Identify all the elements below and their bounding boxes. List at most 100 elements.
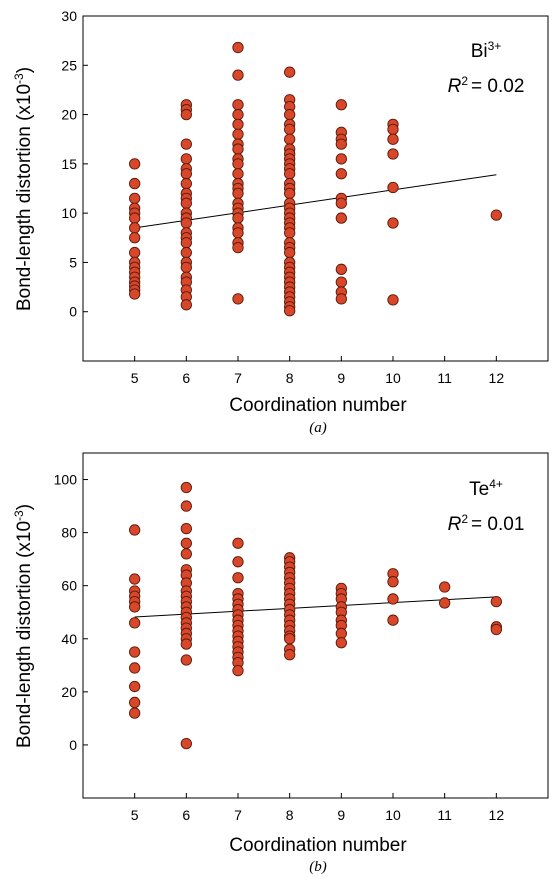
- data-point: [232, 158, 244, 170]
- data-point: [490, 209, 502, 221]
- data-point: [284, 649, 296, 661]
- y-tick-label: 10: [61, 205, 77, 221]
- data-point: [180, 522, 192, 535]
- data-point: [232, 537, 244, 549]
- data-point: [284, 227, 296, 239]
- data-points: [129, 481, 502, 750]
- data-point: [387, 614, 399, 626]
- panel-label: (a): [309, 420, 327, 436]
- data-point: [387, 217, 399, 229]
- data-point: [180, 108, 192, 121]
- data-point: [129, 680, 141, 693]
- data-point: [232, 143, 244, 155]
- x-tick-label: 9: [337, 807, 345, 823]
- y-tick-label: 20: [61, 107, 77, 123]
- data-point: [129, 646, 141, 658]
- trend-line: [134, 596, 497, 618]
- data-point: [284, 66, 296, 78]
- x-tick-label: 8: [286, 807, 294, 823]
- data-point: [232, 293, 244, 305]
- y-tick-label: 100: [54, 472, 78, 488]
- data-point: [232, 572, 244, 584]
- x-tick-label: 6: [182, 807, 190, 823]
- data-point: [335, 168, 347, 180]
- r-squared-label: R2 = 0.01: [448, 512, 525, 535]
- data-point: [387, 576, 399, 588]
- data-point: [129, 158, 141, 170]
- data-point: [129, 707, 141, 719]
- data-point: [387, 148, 399, 160]
- data-point: [180, 138, 192, 150]
- data-point: [284, 168, 296, 180]
- data-point: [129, 524, 141, 536]
- data-point: [129, 662, 141, 674]
- y-axis-title: Bond-length distortion (x10-3): [12, 67, 35, 311]
- y-tick-label: 0: [69, 304, 77, 320]
- data-point: [335, 263, 347, 275]
- data-point: [335, 197, 347, 209]
- data-point: [180, 168, 192, 180]
- x-axis-title: Coordination number: [229, 395, 407, 416]
- data-point: [180, 481, 192, 494]
- panel-b-chart: 0 20 40 60 80 100 5 6 7 8 9 10 11 12 Te4+ R2 = 0.01 C…: [12, 452, 549, 875]
- data-point: [439, 581, 451, 593]
- data-point: [232, 556, 244, 568]
- data-point: [129, 177, 141, 190]
- y-tick-label: 5: [69, 254, 77, 270]
- data-point: [232, 168, 244, 180]
- panel-a-chart: 0 5 10 15 20 25 30 5 6 7 8 9 10 11 12 Bi3+ R2 = 0.02 C…: [12, 8, 549, 436]
- data-point: [490, 595, 502, 608]
- y-axis-ticks: 0 5 10 15 20 25 30: [61, 8, 88, 320]
- ion-label: Te4+: [469, 477, 503, 500]
- data-point: [129, 232, 141, 244]
- data-point: [232, 118, 244, 131]
- y-axis-title: Bond-length distortion (x10-3): [12, 504, 35, 748]
- data-point: [232, 241, 244, 254]
- data-point: [232, 69, 244, 81]
- data-point: [335, 293, 347, 305]
- data-point: [180, 237, 192, 249]
- data-point: [180, 299, 192, 311]
- data-point: [387, 294, 399, 306]
- y-tick-label: 15: [61, 156, 77, 172]
- y-tick-label: 20: [61, 684, 77, 700]
- y-tick-label: 40: [61, 631, 77, 647]
- x-tick-label: 11: [437, 370, 452, 386]
- data-point: [129, 246, 141, 259]
- y-tick-label: 25: [61, 57, 77, 73]
- data-point: [232, 108, 244, 121]
- data-point: [232, 128, 244, 140]
- data-point: [129, 222, 141, 234]
- data-point: [180, 217, 192, 229]
- x-tick-label: 10: [385, 807, 401, 823]
- data-point: [387, 181, 399, 194]
- x-tick-label: 8: [286, 370, 294, 386]
- data-point: [284, 187, 296, 200]
- data-point: [335, 153, 347, 165]
- data-point: [387, 133, 399, 145]
- data-point: [284, 123, 296, 136]
- x-tick-label: 11: [437, 807, 452, 823]
- panel-label: (b): [309, 859, 327, 875]
- x-axis-ticks: 5 6 7 8 9 10 11 12: [131, 793, 504, 823]
- x-tick-label: 5: [131, 370, 139, 386]
- x-tick-label: 6: [182, 370, 190, 386]
- data-point: [180, 737, 192, 750]
- data-point: [284, 108, 296, 121]
- data-point: [129, 288, 141, 300]
- data-point: [387, 593, 399, 605]
- data-point: [180, 654, 192, 666]
- data-point: [284, 633, 296, 645]
- data-point: [335, 212, 347, 224]
- data-point: [232, 41, 244, 54]
- data-point: [129, 617, 141, 629]
- x-tick-label: 7: [234, 370, 242, 386]
- data-point: [232, 99, 244, 111]
- y-axis-ticks: 0 20 40 60 80 100: [54, 472, 88, 753]
- ion-label: Bi3+: [471, 39, 502, 62]
- data-point: [232, 187, 244, 200]
- data-point: [335, 637, 347, 649]
- data-point: [129, 696, 141, 709]
- data-point: [180, 177, 192, 190]
